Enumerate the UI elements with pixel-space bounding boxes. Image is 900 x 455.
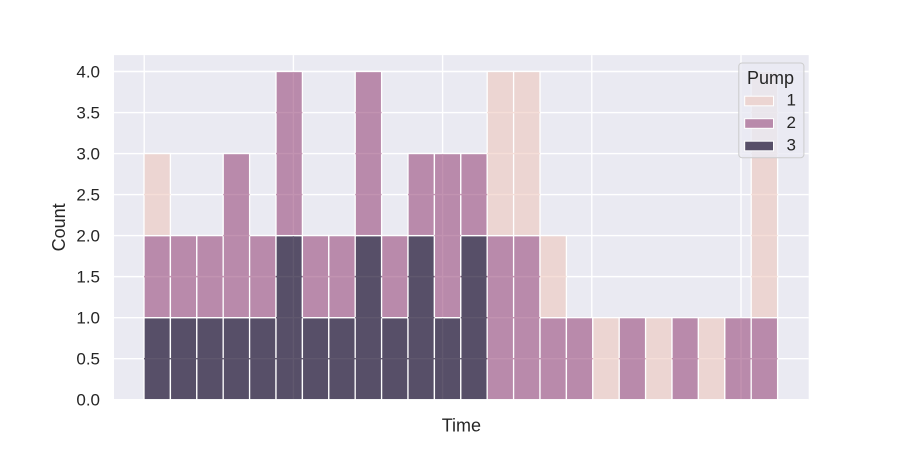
svg-text:3.5: 3.5 [76,104,100,123]
svg-text:2.5: 2.5 [76,186,100,205]
svg-text:2.0: 2.0 [76,227,100,246]
svg-text:Pump: Pump [747,68,794,88]
svg-text:1.0: 1.0 [76,309,100,328]
svg-text:3: 3 [787,136,796,155]
svg-text:0.5: 0.5 [76,350,100,369]
svg-text:0.0: 0.0 [76,391,100,410]
svg-text:1: 1 [787,91,796,110]
svg-text:3.0: 3.0 [76,145,100,164]
svg-text:Time: Time [442,416,481,436]
svg-text:1.5: 1.5 [76,268,100,287]
svg-text:2: 2 [787,113,796,132]
svg-text:4.0: 4.0 [76,63,100,82]
svg-text:Count: Count [49,203,69,251]
